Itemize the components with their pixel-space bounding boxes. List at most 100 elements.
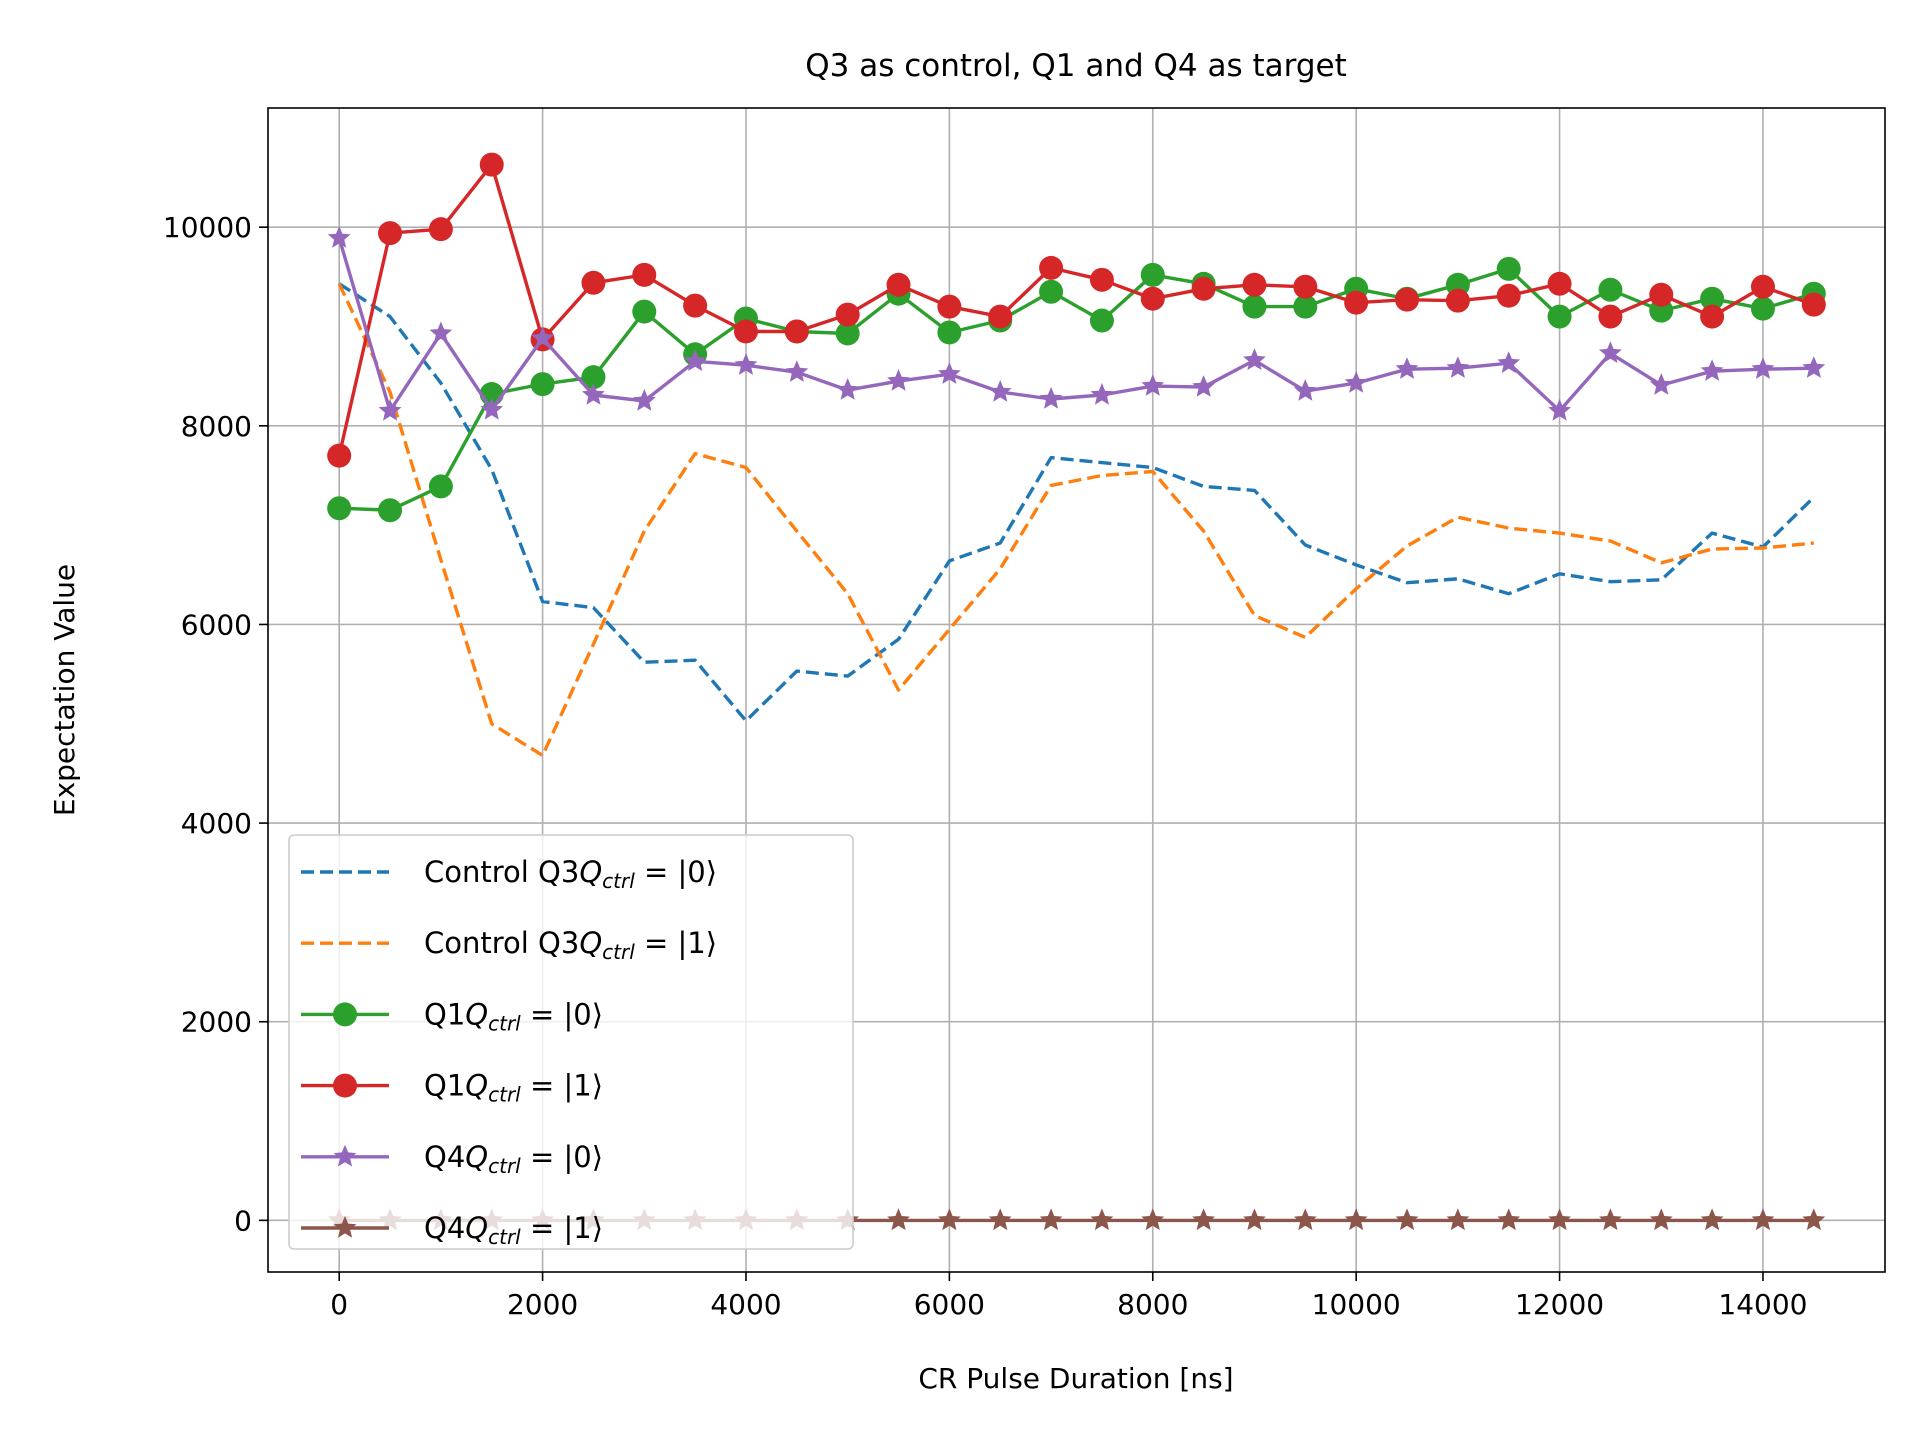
data-point-marker	[333, 1002, 357, 1027]
data-point-marker	[632, 389, 656, 411]
legend-ctrl-subscript: ctrl	[602, 869, 635, 893]
data-point-marker	[479, 152, 504, 177]
data-point-marker	[1090, 1208, 1114, 1231]
data-point-marker	[378, 398, 402, 421]
legend-ket-close: ⟩	[706, 926, 717, 960]
data-point-marker	[683, 293, 708, 318]
data-point-marker	[1599, 341, 1622, 363]
data-point-marker	[1649, 373, 1673, 395]
data-point-marker	[1497, 351, 1521, 373]
x-tick-label: 4000	[710, 1288, 781, 1321]
chart-title: Q3 as control, Q1 and Q4 as target	[805, 48, 1347, 84]
series-line	[337, 237, 1814, 413]
y-tick-label: 2000	[181, 1006, 252, 1039]
data-point-marker	[1141, 1208, 1165, 1231]
data-point-marker	[428, 217, 453, 242]
data-point-marker	[378, 221, 403, 246]
series-4	[327, 226, 1826, 421]
data-point-marker	[1700, 359, 1724, 381]
data-point-marker	[1243, 348, 1266, 370]
series-1	[337, 283, 1814, 758]
data-point-marker	[1548, 1208, 1571, 1231]
series-line	[337, 283, 1814, 758]
data-point-marker	[582, 383, 605, 405]
data-point-marker	[1598, 304, 1623, 329]
legend-label: Q1Qctrl = |1⟩	[424, 1069, 603, 1107]
data-point-marker	[1750, 274, 1775, 299]
legend-q-symbol: Q	[579, 926, 602, 960]
legend-q-symbol: Q	[465, 1211, 488, 1245]
data-point-marker	[836, 378, 860, 400]
data-point-marker	[1039, 1208, 1063, 1231]
data-point-marker	[1598, 277, 1623, 302]
data-point-marker	[937, 320, 962, 345]
series-group	[327, 152, 1826, 1231]
data-point-marker	[1496, 256, 1521, 281]
axis-ticks: 0 2000 4000 6000 8000 10000 12000 14000 0 2000 400…	[163, 211, 1808, 1321]
data-point-marker	[1293, 379, 1317, 401]
data-point-marker	[1089, 267, 1114, 292]
legend-q-symbol: Q	[465, 1140, 488, 1174]
data-point-marker	[1649, 1208, 1673, 1231]
data-point-marker	[988, 380, 1012, 402]
data-point-marker	[1039, 279, 1064, 304]
data-point-marker	[333, 1073, 357, 1098]
legend-prefix: Q1	[424, 997, 465, 1031]
x-tick-label: 0	[330, 1288, 348, 1321]
data-point-marker	[1039, 255, 1064, 280]
x-tick-label: 14000	[1718, 1288, 1807, 1321]
data-point-marker	[327, 226, 351, 248]
x-tick-label: 2000	[507, 1288, 578, 1321]
data-point-marker	[333, 1144, 357, 1167]
data-point-marker	[581, 365, 606, 390]
legend-ctrl-subscript: ctrl	[488, 1083, 521, 1107]
data-point-marker	[1599, 1208, 1622, 1231]
legend-prefix: Q1	[424, 1069, 465, 1103]
legend-q-symbol: Q	[579, 855, 602, 889]
data-point-marker	[1446, 1208, 1470, 1231]
data-point-marker	[1547, 271, 1572, 296]
legend-label: Control Q3Qctrl = |1⟩	[424, 926, 717, 964]
legend-label: Q4Qctrl = |0⟩	[424, 1140, 603, 1178]
legend-ctrl-subscript: ctrl	[488, 1011, 521, 1035]
data-point-marker	[428, 474, 453, 499]
legend-prefix: Control Q3	[424, 855, 579, 889]
data-point-marker	[333, 1216, 357, 1238]
data-point-marker	[1344, 290, 1369, 315]
data-point-marker	[937, 294, 962, 319]
x-tick-label: 12000	[1515, 1288, 1604, 1321]
legend-box	[288, 834, 854, 1250]
x-tick-label: 6000	[914, 1288, 985, 1321]
data-point-marker	[581, 270, 606, 295]
legend-ket-close: ⟩	[706, 855, 717, 889]
data-point-marker	[938, 1208, 961, 1231]
data-point-marker	[1649, 282, 1674, 307]
legend-prefix: Control Q3	[424, 926, 579, 960]
legend-prefix: Q4	[424, 1211, 465, 1245]
data-point-marker	[733, 319, 758, 344]
data-point-marker	[632, 262, 657, 287]
data-point-marker	[327, 496, 352, 521]
legend: Control Q3Qctrl = |0⟩Control Q3Qctrl = |…	[288, 834, 854, 1250]
x-tick-label: 8000	[1117, 1288, 1188, 1321]
data-point-marker	[1192, 375, 1215, 397]
legend-state: 0	[573, 997, 591, 1031]
data-point-marker	[785, 360, 809, 382]
data-point-marker	[378, 498, 403, 523]
data-point-marker	[429, 321, 453, 344]
x-axis-label: CR Pulse Duration [ns]	[918, 1362, 1233, 1395]
y-tick-label: 6000	[181, 608, 252, 641]
legend-ctrl-subscript: ctrl	[488, 1225, 521, 1249]
data-point-marker	[887, 369, 910, 391]
data-point-marker	[1192, 1208, 1215, 1231]
data-point-marker	[1700, 1208, 1724, 1231]
series-line	[338, 282, 1815, 723]
data-point-marker	[1445, 288, 1470, 313]
series-3	[327, 152, 1826, 468]
data-point-marker	[1293, 1208, 1317, 1231]
data-point-marker	[988, 1208, 1012, 1231]
legend-equals: = |	[521, 997, 574, 1031]
data-point-marker	[1700, 286, 1725, 311]
data-point-marker	[734, 353, 758, 375]
legend-state: 1	[687, 926, 705, 960]
